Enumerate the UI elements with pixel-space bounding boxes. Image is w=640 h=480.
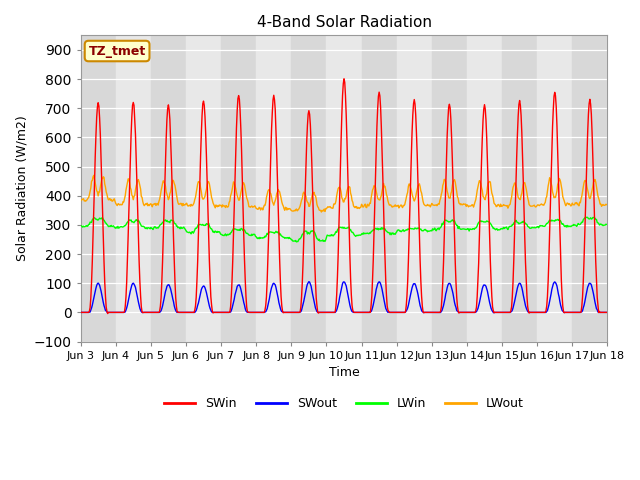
Y-axis label: Solar Radiation (W/m2): Solar Radiation (W/m2) (15, 116, 28, 261)
Legend: SWin, SWout, LWin, LWout: SWin, SWout, LWin, LWout (159, 392, 529, 415)
Bar (186, 36, 221, 342)
Bar (151, 36, 186, 342)
Bar (362, 36, 397, 342)
Bar (432, 36, 467, 342)
X-axis label: Time: Time (328, 366, 360, 379)
Bar (81, 36, 116, 342)
Bar (607, 36, 640, 342)
Bar (221, 36, 256, 342)
Bar (467, 36, 502, 342)
Title: 4-Band Solar Radiation: 4-Band Solar Radiation (257, 15, 431, 30)
Bar (326, 36, 362, 342)
Bar (291, 36, 326, 342)
Bar (397, 36, 432, 342)
Bar (116, 36, 151, 342)
Bar (502, 36, 537, 342)
Bar (256, 36, 291, 342)
Text: TZ_tmet: TZ_tmet (88, 45, 146, 58)
Bar (537, 36, 572, 342)
Bar (572, 36, 607, 342)
